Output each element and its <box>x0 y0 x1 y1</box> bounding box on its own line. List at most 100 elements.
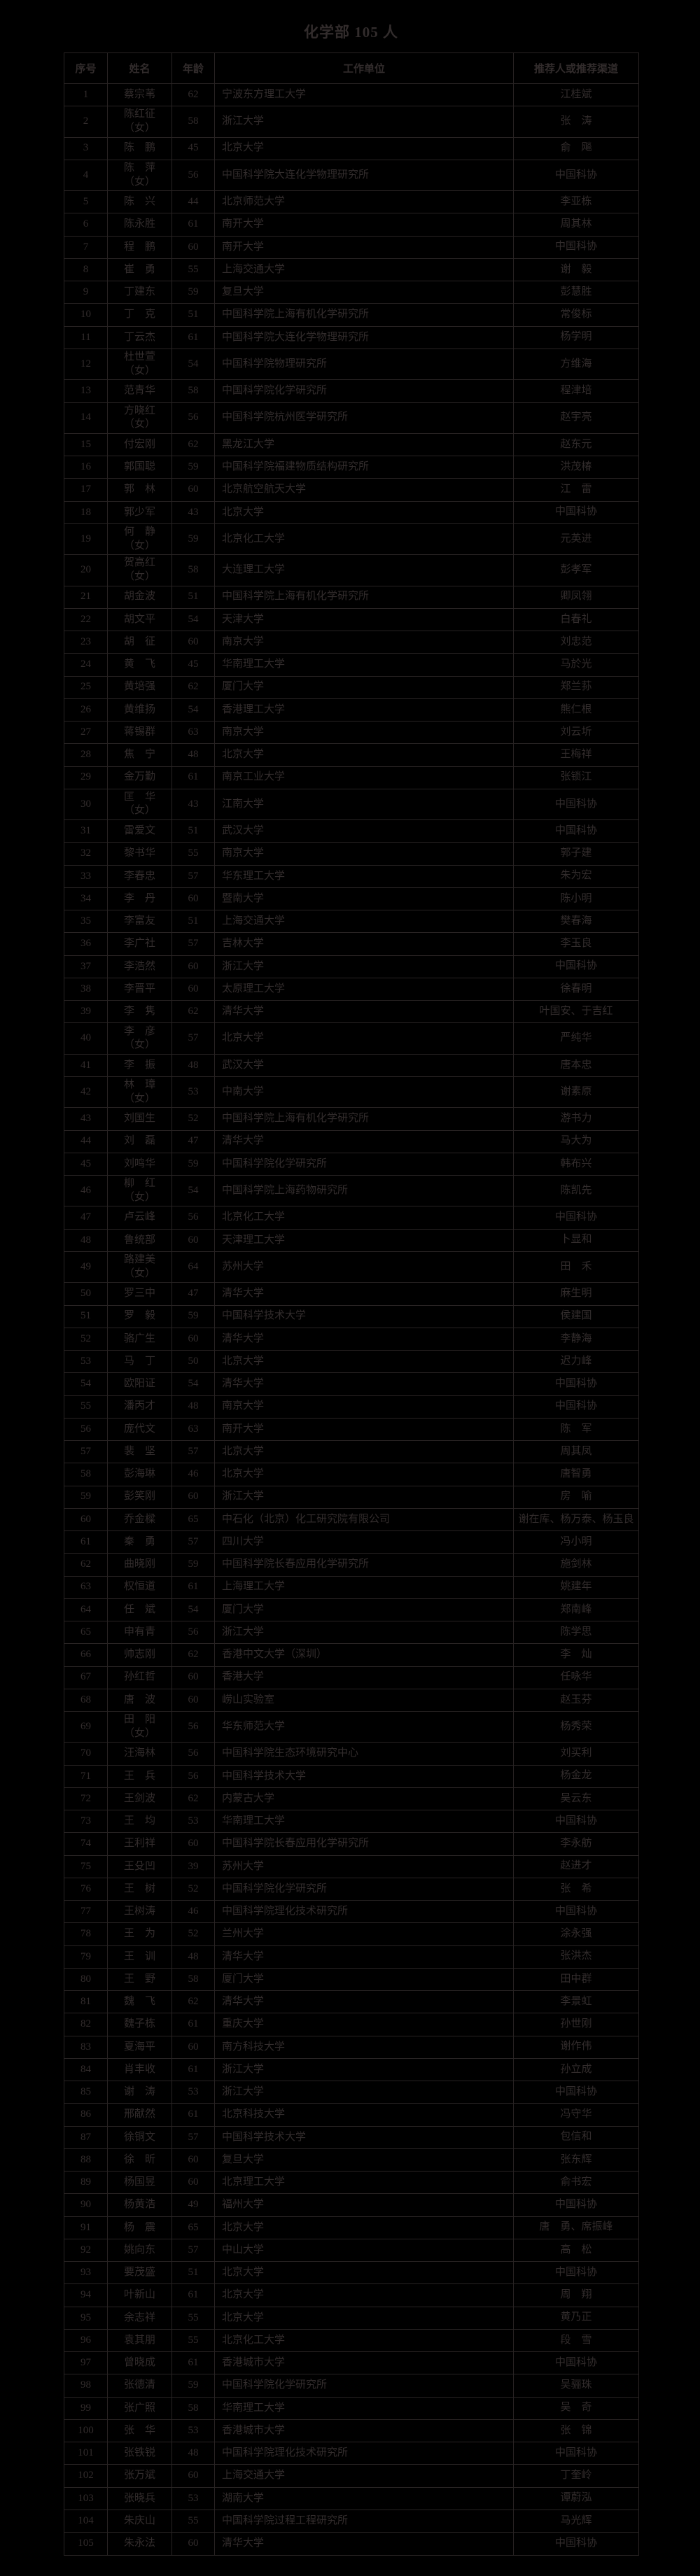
cell-name: 王 均 <box>107 1810 172 1834</box>
table-row: 56 庞代文 63 南开大学 陈 军 <box>64 1417 639 1442</box>
cell-name: 金万勤 <box>107 766 172 789</box>
cell-name: 李广社 <box>107 932 172 956</box>
cell-name: 王利祥 <box>107 1832 172 1856</box>
cell-name: 庞代文 <box>107 1417 172 1442</box>
cell-work-unit: 香港城市大学 <box>214 2419 514 2443</box>
cell-recommender: 中国科协 <box>513 1395 639 1419</box>
cell-recommender: 严纯华 <box>513 1022 639 1055</box>
cell-age: 59 <box>172 1304 215 1328</box>
cell-serial-number: 55 <box>64 1395 108 1419</box>
cell-recommender: 迟力峰 <box>513 1350 639 1374</box>
cell-name: 邢献然 <box>107 2103 172 2127</box>
cell-age: 62 <box>172 432 215 457</box>
cell-serial-number: 75 <box>64 1854 108 1878</box>
cell-name: 陈红征 （女） <box>107 106 172 138</box>
cell-name: 谢 涛 <box>107 2081 172 2104</box>
cell-work-unit: 南京大学 <box>214 842 514 866</box>
cell-work-unit: 浙江大学 <box>214 1485 514 1509</box>
table-row: 18 郭少军 43 北京大学 中国科协 <box>64 500 639 524</box>
cell-recommender: 郑兰荪 <box>513 675 639 699</box>
table-row: 97 曾晓成 61 香港城市大学 中国科协 <box>64 2351 639 2375</box>
cell-serial-number: 84 <box>64 2057 108 2082</box>
cell-serial-number: 101 <box>64 2442 108 2465</box>
cell-age: 61 <box>172 325 215 349</box>
cell-name: 曾晓成 <box>107 2351 172 2375</box>
cell-serial-number: 13 <box>64 379 108 403</box>
table-row: 33 李春忠 57 华东理工大学 朱为宏 <box>64 864 639 888</box>
cell-name: 余志祥 <box>107 2306 172 2330</box>
table-row: 42 林 璋 （女） 53 中南大学 谢素原 <box>64 1076 639 1108</box>
cell-recommender: 李玉良 <box>513 932 639 956</box>
cell-age: 46 <box>172 1900 215 1924</box>
table-row: 81 魏 飞 62 清华大学 李景虹 <box>64 1990 639 2014</box>
cell-age: 53 <box>172 2486 215 2510</box>
cell-work-unit: 中山大学 <box>214 2238 514 2262</box>
cell-age: 61 <box>172 1575 215 1599</box>
cell-recommender: 黄乃正 <box>513 2306 639 2330</box>
cell-recommender: 孙立成 <box>513 2057 639 2082</box>
cell-work-unit: 北京化工大学 <box>214 2328 514 2353</box>
cell-recommender: 洪茂椿 <box>513 456 639 479</box>
cell-serial-number: 27 <box>64 721 108 745</box>
cell-recommender: 中国科协 <box>513 1372 639 1396</box>
cell-recommender: 中国科协 <box>513 1810 639 1834</box>
cell-work-unit: 香港城市大学 <box>214 2351 514 2375</box>
cell-work-unit: 南京大学 <box>214 1395 514 1419</box>
cell-serial-number: 63 <box>64 1575 108 1599</box>
cell-work-unit: 复旦大学 <box>214 2148 514 2172</box>
cell-serial-number: 91 <box>64 2216 108 2239</box>
cell-recommender: 吴 奇 <box>513 2396 639 2420</box>
cell-recommender: 徐春明 <box>513 977 639 1001</box>
cell-work-unit: 北京化工大学 <box>214 523 514 556</box>
cell-recommender: 张 锦 <box>513 2419 639 2443</box>
cell-age: 52 <box>172 1922 215 1946</box>
table-header: 序号 姓名 年龄 工作单位 推荐人或推荐渠道 <box>64 52 639 84</box>
cell-work-unit: 北京理工大学 <box>214 2171 514 2195</box>
header-recommender: 推荐人或推荐渠道 <box>513 52 639 84</box>
cell-serial-number: 6 <box>64 213 108 237</box>
cell-work-unit: 苏州大学 <box>214 1251 514 1283</box>
cell-name: 刘鸣华 <box>107 1152 172 1176</box>
cell-recommender: 彭慧胜 <box>513 281 639 304</box>
cell-name: 李 丹 <box>107 887 172 911</box>
cell-recommender: 中国科协 <box>513 2261 639 2285</box>
cell-name: 卢云峰 <box>107 1206 172 1230</box>
cell-age: 61 <box>172 2013 215 2036</box>
table-row: 82 魏子栋 61 重庆大学 孙世刚 <box>64 2013 639 2036</box>
cell-work-unit: 中国科学技术大学 <box>214 2125 514 2149</box>
cell-name: 李 彦 （女） <box>107 1022 172 1055</box>
cell-serial-number: 9 <box>64 281 108 304</box>
cell-name: 方晓红 （女） <box>107 402 172 434</box>
cell-work-unit: 北京大学 <box>214 1022 514 1055</box>
cell-work-unit: 北京大学 <box>214 2261 514 2285</box>
cell-recommender: 赵进才 <box>513 1854 639 1878</box>
cell-age: 55 <box>172 2509 215 2533</box>
cell-name: 张广照 <box>107 2396 172 2420</box>
cell-recommender: 中国科协 <box>513 819 639 843</box>
cell-recommender: 涂永强 <box>513 1922 639 1946</box>
table-row: 45 刘鸣华 59 中国科学院化学研究所 韩布兴 <box>64 1152 639 1176</box>
cell-serial-number: 48 <box>64 1228 108 1252</box>
candidates-table: 序号 姓名 年龄 工作单位 推荐人或推荐渠道 1 蔡宗苇 62 宁波东方理工大学… <box>64 52 639 2556</box>
cell-name: 杨国昱 <box>107 2171 172 2195</box>
cell-recommender: 谢素原 <box>513 1076 639 1108</box>
table-row: 32 黎书华 55 南京大学 郭子建 <box>64 842 639 866</box>
cell-serial-number: 67 <box>64 1666 108 1689</box>
cell-age: 54 <box>172 348 215 381</box>
cell-work-unit: 重庆大学 <box>214 2013 514 2036</box>
table-row: 9 丁建东 59 复旦大学 彭慧胜 <box>64 281 639 304</box>
cell-work-unit: 中国科学院生态环境研究中心 <box>214 1742 514 1766</box>
table-row: 63 权恒道 61 上海理工大学 姚建年 <box>64 1575 639 1599</box>
cell-recommender: 江 雷 <box>513 478 639 502</box>
cell-work-unit: 浙江大学 <box>214 1621 514 1645</box>
table-row: 48 鲁统部 60 天津理工大学 卜显和 <box>64 1228 639 1252</box>
cell-recommender: 段 雪 <box>513 2328 639 2353</box>
cell-recommender: 赵宇亮 <box>513 402 639 434</box>
cell-age: 61 <box>172 2103 215 2127</box>
cell-recommender: 刘买利 <box>513 1742 639 1766</box>
cell-recommender: 谢作伟 <box>513 2035 639 2059</box>
cell-name: 欧阳证 <box>107 1372 172 1396</box>
cell-serial-number: 24 <box>64 653 108 677</box>
cell-name: 张万斌 <box>107 2464 172 2488</box>
cell-recommender: 中国科协 <box>513 2532 639 2556</box>
